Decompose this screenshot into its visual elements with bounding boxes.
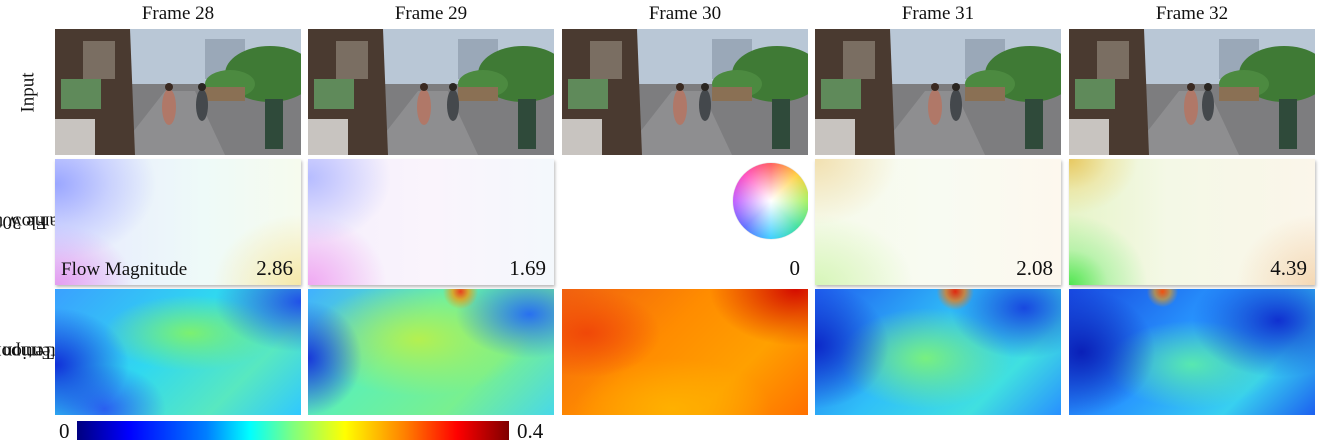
column-title-frame-29: Frame 29 — [394, 3, 468, 24]
attention-frame-28 — [55, 289, 301, 415]
flow-magnitude-value-frame-31: 2.08 — [1016, 256, 1053, 280]
row-label-attention-text: TemporalAttention — [0, 316, 74, 389]
attention-frame-30 — [562, 289, 808, 415]
flow-magnitude-value-frame-32: 4.39 — [1270, 256, 1307, 280]
input-frame-28 — [55, 29, 301, 155]
flow-frame-32: 4.39 — [1069, 159, 1315, 285]
flow-color-wheel-icon — [733, 163, 808, 239]
input-frame-32 — [1069, 29, 1315, 155]
row-label-input-text: Input — [17, 71, 39, 113]
flow-frame-31: 2.08 — [815, 159, 1061, 285]
attention-frame-31 — [815, 289, 1061, 415]
input-frame-29 — [308, 29, 554, 155]
column-title-frame-31: Frame 31 — [901, 3, 975, 24]
flow-magnitude-value-frame-29: 1.69 — [509, 256, 546, 280]
flow-magnitude-value-frame-30: 0 — [789, 256, 801, 280]
flow-magnitude-caption: Flow Magnitude — [61, 259, 188, 280]
row-label-input: Input — [0, 29, 56, 155]
flow-magnitude-value-frame-28: 2.86 — [256, 256, 293, 280]
row-label-flow-text: Flow toFrame 30 — [0, 186, 75, 258]
attention-frame-32 — [1069, 289, 1315, 415]
attention-frame-29 — [308, 289, 554, 415]
input-frame-30 — [562, 29, 808, 155]
input-frame-31 — [815, 29, 1061, 155]
column-title-frame-30: Frame 30 — [648, 3, 722, 24]
column-title-frame-32: Frame 32 — [1155, 3, 1229, 24]
colorbar — [77, 421, 509, 440]
column-title-frame-28: Frame 28 — [141, 3, 215, 24]
colorbar-min-label: 0 — [59, 419, 70, 443]
row-label-attention: TemporalAttention — [0, 289, 74, 415]
flow-frame-28: Flow Magnitude 2.86 — [55, 159, 301, 285]
row-label-flow: Flow toFrame 30 — [0, 159, 75, 285]
colorbar-max-label: 0.4 — [517, 419, 544, 443]
flow-frame-30: 0 — [562, 159, 808, 285]
flow-frame-29: 1.69 — [308, 159, 554, 285]
